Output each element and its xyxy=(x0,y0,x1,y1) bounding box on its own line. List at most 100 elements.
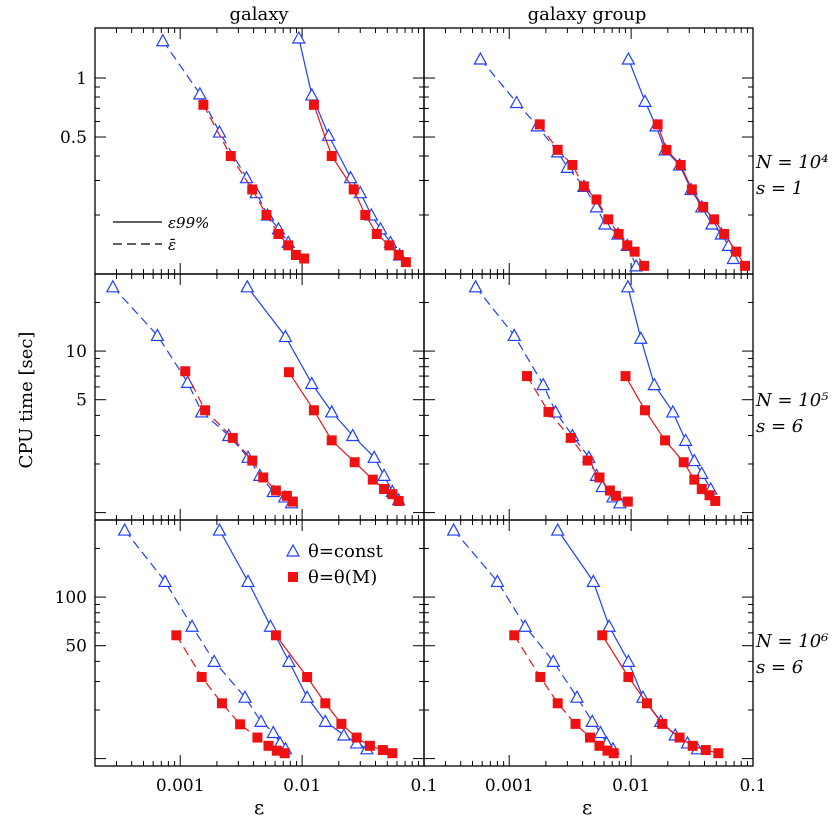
data-point-triangle xyxy=(343,170,358,184)
legend-triangle-marker xyxy=(285,543,301,557)
series-line xyxy=(475,286,621,504)
data-point-triangle xyxy=(621,654,636,667)
series-line xyxy=(112,286,292,504)
data-point-square xyxy=(371,228,382,239)
data-point-square xyxy=(522,371,533,382)
data-point-square xyxy=(387,748,398,759)
data-point-square xyxy=(719,228,730,239)
data-point-triangle xyxy=(546,654,561,667)
line-style-legend: ε99% ε̄ xyxy=(113,214,209,254)
data-point-triangle xyxy=(263,618,278,632)
data-point-square xyxy=(235,719,246,730)
data-point-square xyxy=(543,406,554,417)
data-point-triangle xyxy=(157,574,172,588)
data-point-triangle xyxy=(509,95,524,109)
data-point-triangle xyxy=(336,727,351,741)
data-point-triangle xyxy=(629,258,644,272)
data-point-triangle xyxy=(281,654,296,667)
data-point-square xyxy=(700,745,711,756)
series-line xyxy=(218,529,368,750)
data-point-triangle xyxy=(678,433,693,446)
data-point-square xyxy=(393,250,404,261)
data-point-triangle xyxy=(377,468,392,481)
data-point-square xyxy=(349,457,360,468)
data-point-square xyxy=(261,210,272,221)
data-point-triangle xyxy=(239,170,254,184)
data-point-triangle xyxy=(367,450,382,463)
series-line xyxy=(627,286,712,490)
data-point-square xyxy=(674,732,685,743)
series-line xyxy=(288,371,400,502)
data-point-square xyxy=(270,485,281,496)
data-point-square xyxy=(320,698,331,709)
data-point-square xyxy=(171,630,182,641)
legend-solid-label: ε99% xyxy=(168,214,209,232)
data-point-square xyxy=(622,240,633,251)
data-point-square xyxy=(270,630,281,641)
data-point-triangle xyxy=(507,328,522,342)
series-square-dashed xyxy=(509,630,619,759)
data-point-square xyxy=(657,718,668,729)
data-point-triangle xyxy=(207,654,222,667)
data-point-square xyxy=(400,257,411,268)
data-point-square xyxy=(326,151,337,162)
data-point-triangle xyxy=(665,404,680,418)
row-label-1-N: N = 10⁴ xyxy=(755,152,828,173)
row-label-3-s: s = 6 xyxy=(756,657,803,678)
data-point-square xyxy=(200,405,211,416)
data-point-triangle xyxy=(278,329,293,343)
row-label-1: N = 10⁴ s = 1 xyxy=(755,152,828,199)
data-point-square xyxy=(308,405,319,416)
series-line xyxy=(175,634,285,754)
data-point-square xyxy=(710,495,721,506)
y-tick-label: 10 xyxy=(65,342,87,362)
data-point-square xyxy=(604,485,615,496)
data-point-square xyxy=(639,260,650,271)
data-point-square xyxy=(731,246,742,257)
data-point-square xyxy=(273,228,284,239)
data-point-square xyxy=(661,144,672,155)
series-line xyxy=(298,37,400,256)
row-label-3-N: N = 10⁶ xyxy=(755,631,828,652)
data-point-square xyxy=(281,490,292,501)
row-label-2-s: s = 6 xyxy=(756,416,803,437)
panel-frame xyxy=(423,519,754,767)
data-point-triangle xyxy=(536,377,551,391)
x-tick-label: 0.1 xyxy=(739,776,766,796)
series-square-solid xyxy=(597,630,724,759)
data-point-square xyxy=(263,740,274,751)
data-point-square xyxy=(552,698,563,709)
series-square-dashed xyxy=(171,630,290,759)
data-point-square xyxy=(283,367,294,378)
data-point-square xyxy=(387,489,398,500)
data-point-square xyxy=(591,194,602,205)
data-point-square xyxy=(652,119,663,130)
legend-dashed-label: ε̄ xyxy=(168,236,176,254)
data-point-square xyxy=(629,246,640,257)
data-point-square xyxy=(225,151,236,162)
series-square-solid xyxy=(283,367,404,506)
series-square-dashed xyxy=(522,371,633,507)
x-tick-label: 0.1 xyxy=(410,776,437,796)
legend-square-marker xyxy=(288,572,298,582)
row-label-2-N: N = 10⁵ xyxy=(755,390,828,411)
series-triangle-dashed xyxy=(446,522,620,755)
data-point-triangle xyxy=(291,30,306,44)
data-point-square xyxy=(247,184,258,195)
series-line xyxy=(624,375,716,502)
data-point-square xyxy=(299,253,310,264)
y-tick-label: 5 xyxy=(76,391,87,411)
data-point-triangle xyxy=(253,714,269,727)
data-point-square xyxy=(180,366,191,377)
data-point-square xyxy=(660,435,671,446)
data-point-square xyxy=(567,159,578,170)
data-point-square xyxy=(602,745,613,756)
data-point-square xyxy=(570,718,581,729)
data-point-triangle xyxy=(620,279,635,293)
data-point-square xyxy=(196,672,207,683)
column-title-galaxy: galaxy xyxy=(229,4,289,25)
data-point-triangle xyxy=(473,51,488,65)
series-line xyxy=(453,529,614,750)
series-line xyxy=(124,529,286,750)
data-point-square xyxy=(675,159,686,170)
